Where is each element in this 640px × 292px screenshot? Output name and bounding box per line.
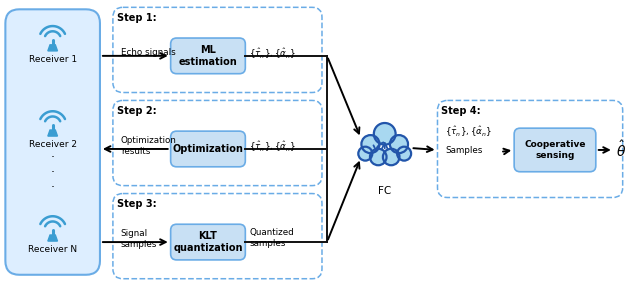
- FancyBboxPatch shape: [5, 9, 100, 275]
- Text: Step 1:: Step 1:: [117, 13, 157, 23]
- Polygon shape: [48, 130, 58, 136]
- Text: FC: FC: [378, 186, 391, 196]
- Text: Quantized
samples: Quantized samples: [250, 228, 294, 248]
- Text: $\{\hat{\tau}_n\},\{\hat{\alpha}_n\}$: $\{\hat{\tau}_n\},\{\hat{\alpha}_n\}$: [250, 47, 296, 61]
- Text: KLT
quantization: KLT quantization: [173, 231, 243, 253]
- Text: Optimization: Optimization: [173, 144, 243, 154]
- Text: $\{\hat{\tau}_n\},\{\hat{\alpha}_n\}$: $\{\hat{\tau}_n\},\{\hat{\alpha}_n\}$: [250, 140, 296, 154]
- FancyBboxPatch shape: [171, 131, 245, 167]
- Circle shape: [397, 147, 411, 161]
- Text: Receiver 2: Receiver 2: [29, 140, 77, 149]
- Circle shape: [390, 135, 408, 153]
- Text: Signal
samples: Signal samples: [121, 230, 157, 249]
- Circle shape: [358, 147, 372, 161]
- FancyBboxPatch shape: [171, 38, 245, 74]
- Polygon shape: [48, 235, 58, 241]
- Text: Step 3:: Step 3:: [117, 199, 157, 209]
- Text: Cooperative
sensing: Cooperative sensing: [524, 140, 586, 160]
- Circle shape: [374, 123, 396, 145]
- Text: Samples: Samples: [445, 146, 483, 155]
- Circle shape: [383, 149, 399, 165]
- Text: Step 4:: Step 4:: [442, 106, 481, 117]
- Text: Echo signals: Echo signals: [121, 48, 175, 58]
- Circle shape: [370, 149, 387, 165]
- Text: $\hat{\theta}$: $\hat{\theta}$: [616, 140, 626, 160]
- Text: Step 2:: Step 2:: [117, 106, 157, 117]
- Text: ·
·
·: · · ·: [51, 151, 54, 194]
- Circle shape: [362, 135, 380, 153]
- FancyBboxPatch shape: [514, 128, 596, 172]
- Text: ML
estimation: ML estimation: [179, 45, 237, 67]
- Polygon shape: [48, 45, 58, 51]
- Text: $\{\hat{\tau}_n\},\{\hat{\alpha}_n\}$: $\{\hat{\tau}_n\},\{\hat{\alpha}_n\}$: [445, 124, 493, 138]
- Text: Receiver N: Receiver N: [28, 245, 77, 254]
- Text: Receiver 1: Receiver 1: [29, 55, 77, 64]
- Text: Optimization
results: Optimization results: [121, 136, 177, 156]
- FancyBboxPatch shape: [171, 224, 245, 260]
